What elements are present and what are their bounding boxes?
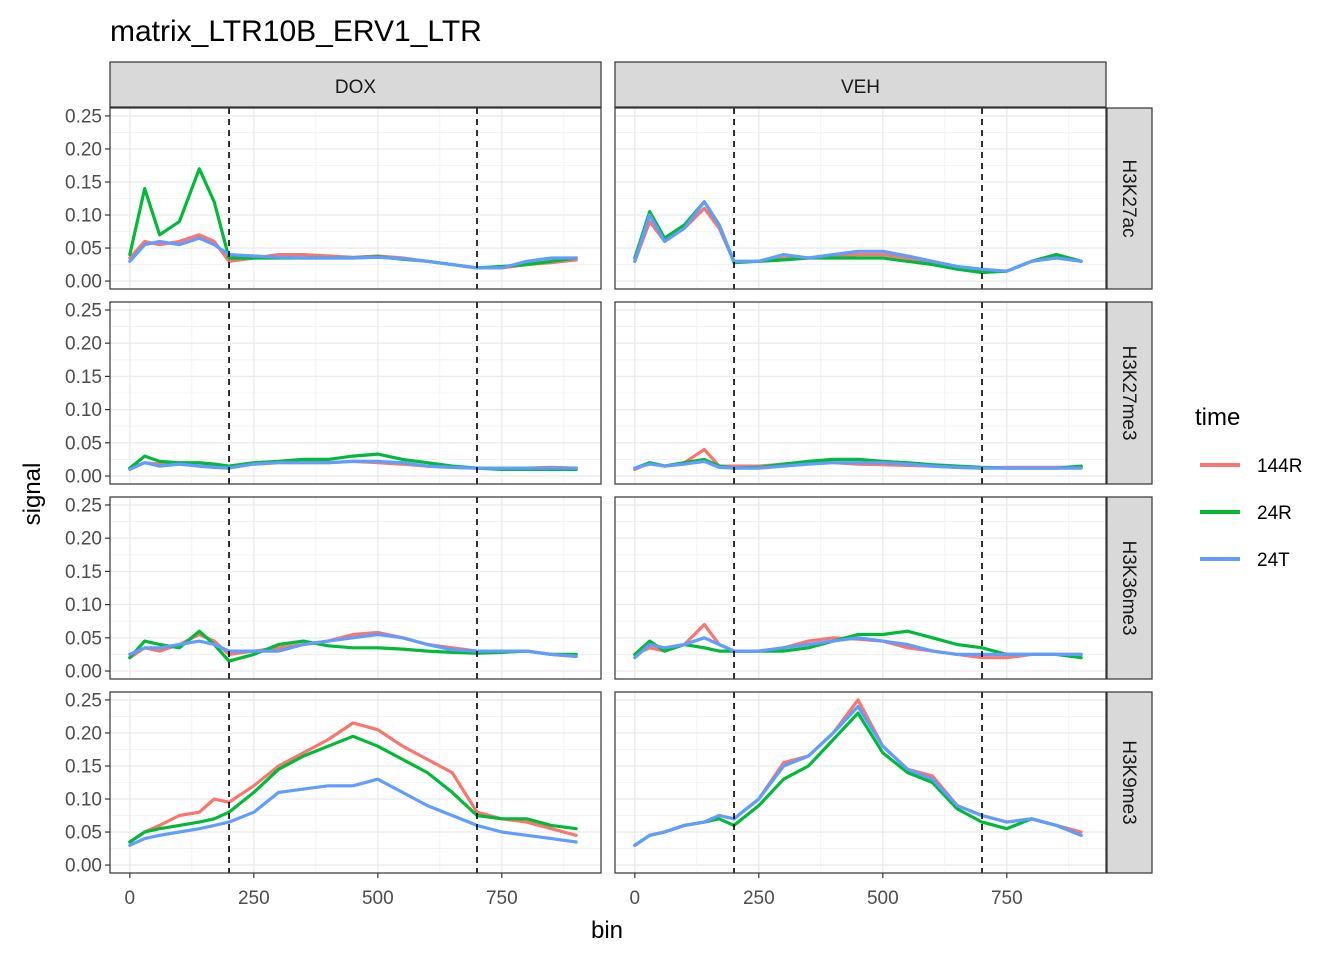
- y-tick-label: 0.25: [65, 106, 102, 127]
- y-tick-label: 0.15: [65, 367, 102, 388]
- panel-border: [614, 496, 1107, 680]
- y-tick-label: 0.15: [65, 172, 102, 193]
- y-tick-label: 0.10: [65, 206, 102, 227]
- y-tick-label: 0.25: [65, 690, 102, 711]
- chart-title: matrix_LTR10B_ERV1_LTR: [110, 15, 482, 48]
- legend-title: time: [1195, 404, 1240, 431]
- series-line-24t: [128, 459, 578, 471]
- strip-label-veh: VEH: [841, 77, 880, 98]
- series-line-24t: [633, 200, 1083, 273]
- panel-border: [614, 691, 1107, 874]
- x-tick-label: 250: [743, 888, 775, 909]
- y-tick-label: 0.00: [65, 662, 102, 683]
- y-axis-title: signal: [19, 463, 46, 526]
- y-tick-label: 0.20: [65, 334, 102, 355]
- series-line-24t: [128, 632, 578, 659]
- panel-veh-h3k9me3: 0 250 500 750: [614, 691, 1107, 909]
- y-tick-label: 0.05: [65, 433, 102, 454]
- x-tick-label: 500: [362, 888, 394, 909]
- y-tick-label: 0.00: [65, 856, 102, 877]
- panel-border: [109, 496, 602, 680]
- y-tick-label: 0.10: [65, 400, 102, 421]
- strip-dox: [109, 61, 602, 108]
- y-tick-label: 0.00: [65, 272, 102, 293]
- series-line-24t: [633, 636, 1083, 660]
- y-tick-label: 0.05: [65, 823, 102, 844]
- series-line-24t: [633, 704, 1083, 847]
- panel-veh-h3k27ac: [614, 107, 1107, 290]
- x-tick-label: 250: [238, 888, 270, 909]
- x-tick-label: 750: [486, 888, 518, 909]
- y-tick-label: 0.20: [65, 723, 102, 744]
- strip-label-h3k27me3: H3K27me3: [1118, 345, 1139, 440]
- y-tick-label: 0.05: [65, 239, 102, 260]
- strip-label-h3k9me3: H3K9me3: [1118, 740, 1139, 825]
- panel-grid: DOX VEH H3K27ac H3K27me3 H3K36me3 H3K9me3 0.00…: [65, 61, 1153, 909]
- legend-label-24r: 24R: [1257, 503, 1292, 524]
- legend-label-144r: 144R: [1257, 456, 1302, 477]
- panel-border: [109, 107, 602, 290]
- y-tick-label: 0.00: [65, 467, 102, 488]
- panel-border: [614, 107, 1107, 290]
- panel-veh-h3k27me3: [614, 301, 1107, 485]
- legend: time 144R 24R 24T: [1195, 404, 1302, 571]
- y-tick-label: 0.05: [65, 628, 102, 649]
- y-tick-label: 0.25: [65, 300, 102, 321]
- strip-h3k9me3: [1106, 691, 1153, 874]
- series-line-24t: [633, 459, 1083, 470]
- panel-border: [614, 301, 1107, 485]
- panel-veh-h3k36me3: [614, 496, 1107, 680]
- strip-h3k27me3: [1106, 301, 1153, 485]
- series-line-144r: [633, 622, 1083, 660]
- y-tick-label: 0.20: [65, 529, 102, 550]
- panel-dox-h3k27ac: 0.00 0.05 0.10 0.15 0.20 0.25: [65, 106, 602, 293]
- y-tick-label: 0.20: [65, 139, 102, 160]
- x-tick-label: 0: [630, 888, 641, 909]
- strip-label-dox: DOX: [335, 77, 377, 98]
- x-tick-label: 0: [125, 888, 136, 909]
- y-tick-label: 0.15: [65, 756, 102, 777]
- series-line-24t: [128, 236, 578, 270]
- x-axis-title: bin: [591, 917, 623, 944]
- strip-h3k27ac: [1106, 107, 1153, 290]
- series-line-24t: [128, 777, 578, 847]
- panel-dox-h3k9me3: 0.00 0.05 0.10 0.15 0.20 0.25 0 250 500 750: [65, 690, 602, 909]
- series-line-24r: [128, 734, 578, 844]
- x-tick-label: 500: [867, 888, 899, 909]
- x-tick-label: 750: [991, 888, 1023, 909]
- strip-label-h3k36me3: H3K36me3: [1118, 540, 1139, 635]
- strip-label-h3k27ac: H3K27ac: [1118, 159, 1139, 237]
- strip-h3k36me3: [1106, 496, 1153, 680]
- y-tick-label: 0.10: [65, 790, 102, 811]
- panel-dox-h3k36me3: 0.00 0.05 0.10 0.15 0.20 0.25: [65, 495, 602, 683]
- y-tick-label: 0.10: [65, 595, 102, 616]
- y-tick-label: 0.25: [65, 495, 102, 516]
- panel-border: [109, 301, 602, 485]
- y-tick-label: 0.15: [65, 562, 102, 583]
- panel-dox-h3k27me3: 0.00 0.05 0.10 0.15 0.20 0.25: [65, 300, 602, 488]
- panel-border: [109, 691, 602, 874]
- legend-label-24t: 24T: [1257, 550, 1290, 571]
- strip-veh: [614, 61, 1107, 108]
